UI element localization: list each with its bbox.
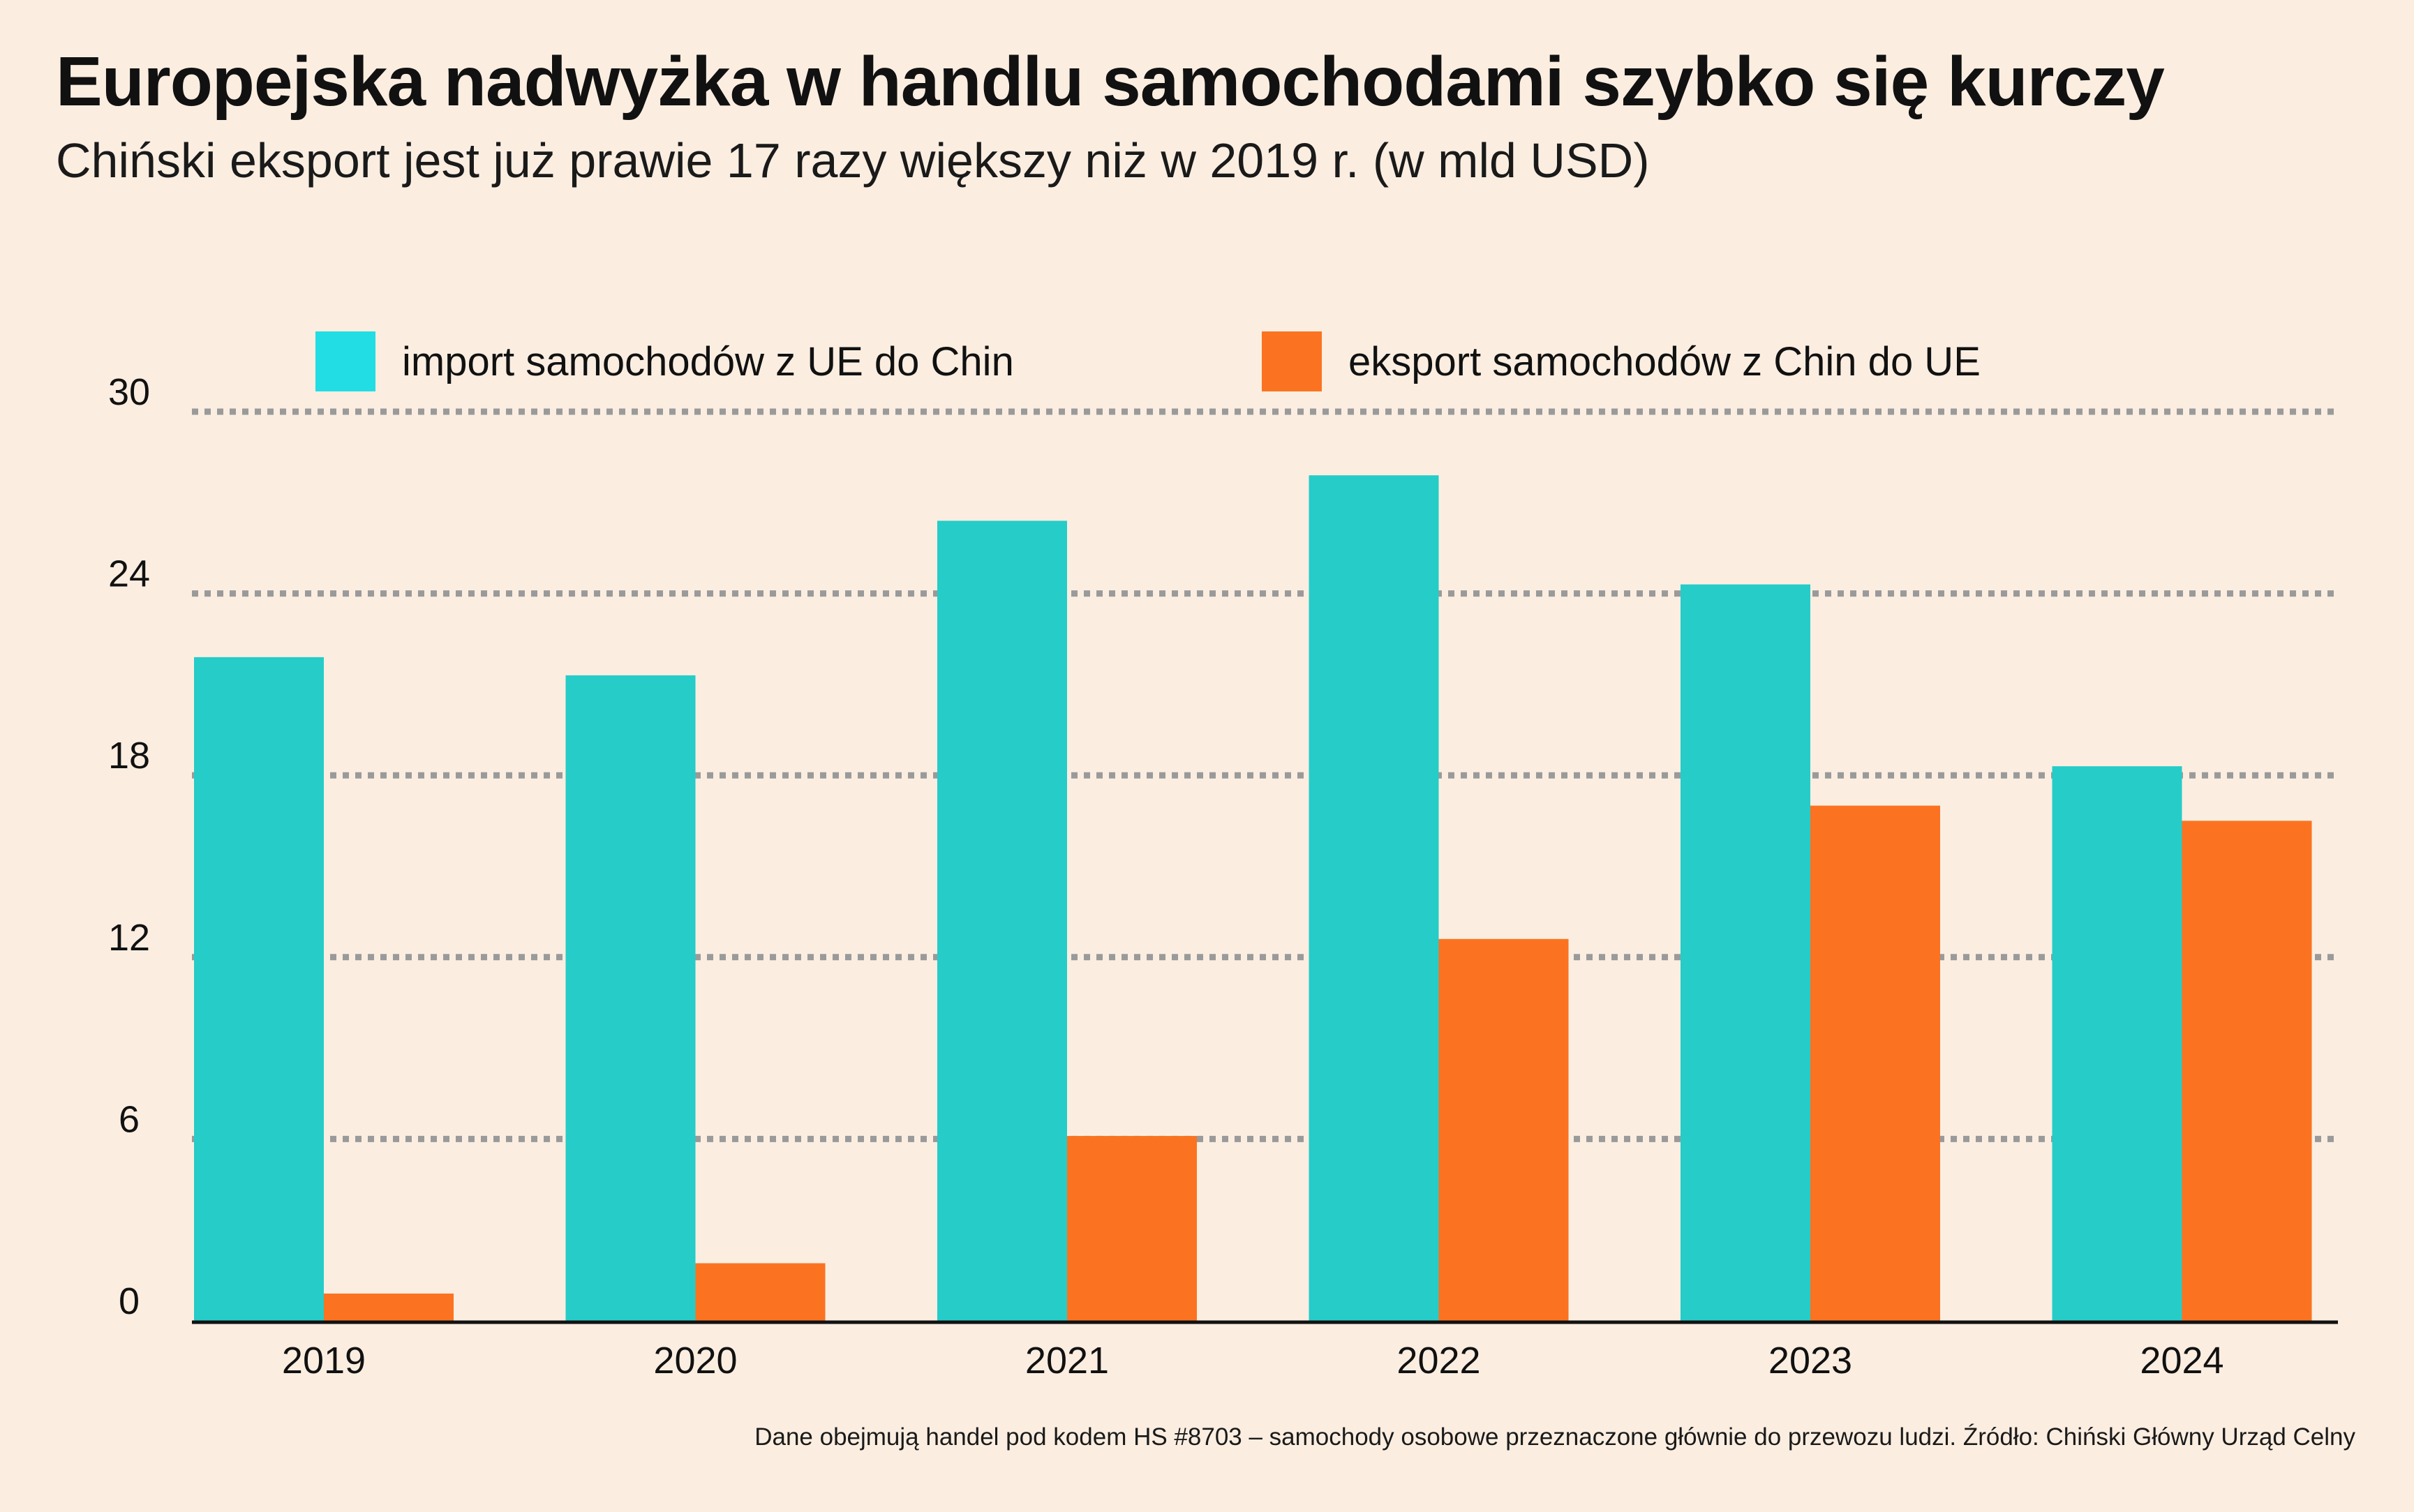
x-tick-label: 2024: [2140, 1340, 2223, 1382]
bar-export: [1810, 805, 1940, 1321]
bar-export: [1067, 1136, 1197, 1321]
bar-export: [2182, 821, 2312, 1321]
x-tick-label: 2023: [1768, 1340, 1852, 1382]
y-tick-label: 18: [108, 735, 150, 777]
bar-export: [695, 1263, 826, 1321]
legend-item-export: eksport samochodów z Chin do UE: [1262, 331, 1981, 391]
bar-import: [565, 675, 696, 1321]
bar-export: [324, 1293, 454, 1321]
bar-import: [937, 521, 1067, 1321]
bar-import: [1681, 584, 1810, 1321]
x-tick-label: 2021: [1025, 1340, 1109, 1382]
bar-export: [1438, 938, 1569, 1321]
y-tick-label: 30: [108, 371, 150, 413]
legend-label-import: import samochodów z UE do Chin: [402, 338, 1014, 384]
y-tick-label: 6: [119, 1098, 140, 1140]
x-tick-label: 2020: [653, 1340, 737, 1382]
bar-import: [1309, 475, 1439, 1322]
legend: import samochodów z UE do Chin eksport s…: [0, 331, 2414, 401]
x-tick-label: 2019: [282, 1340, 366, 1382]
bar-import: [194, 657, 324, 1321]
legend-label-export: eksport samochodów z Chin do UE: [1348, 338, 1981, 384]
bar-import: [2052, 766, 2182, 1321]
chart-title: Europejska nadwyżka w handlu samochodami…: [56, 43, 2165, 121]
legend-item-import: import samochodów z UE do Chin: [315, 331, 1014, 391]
legend-swatch-import: [315, 331, 375, 391]
y-tick-label: 0: [119, 1280, 140, 1322]
legend-swatch-export: [1262, 331, 1322, 391]
y-tick-label: 12: [108, 917, 150, 959]
chart-subtitle: Chiński eksport jest już prawie 17 razy …: [56, 133, 1650, 188]
x-tick-label: 2022: [1396, 1340, 1480, 1382]
y-tick-label: 24: [108, 553, 150, 595]
source-note: Dane obejmują handel pod kodem HS #8703 …: [754, 1423, 2355, 1451]
